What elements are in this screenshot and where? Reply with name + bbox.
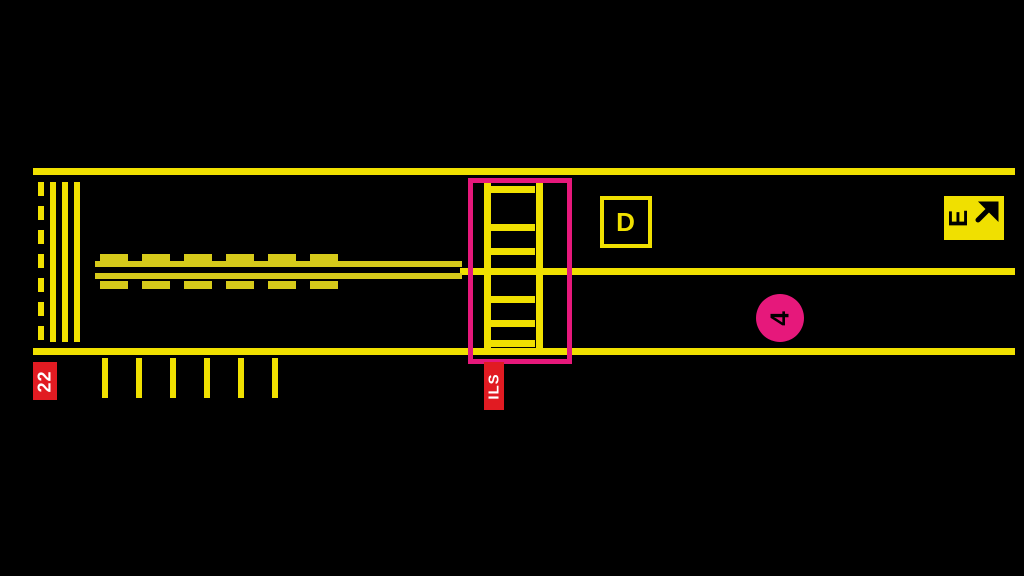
enhanced-centerline-dash-bot [310, 281, 338, 289]
sign-taxiway-d-label: D [616, 207, 636, 238]
hold-short-dash [38, 254, 44, 268]
ils-highlight-box [468, 178, 572, 364]
sign-ils: ILS [484, 362, 504, 410]
enhanced-centerline-dash-top [184, 254, 212, 262]
enhanced-centerline-dash-bot [184, 281, 212, 289]
hold-short-dash [38, 182, 44, 196]
arrow-ne-icon [972, 196, 1002, 226]
sign-taxiway-d: D [600, 196, 652, 248]
hold-short-solid-2 [62, 182, 68, 342]
hold-short-solid-3 [74, 182, 80, 342]
sign-taxiway-e-label: E [943, 209, 974, 226]
centerline-pair-bot [95, 273, 462, 279]
hotspot-4-label: 4 [765, 311, 796, 325]
threshold-tick [238, 358, 244, 398]
enhanced-centerline-dash-top [310, 254, 338, 262]
enhanced-centerline-dash-top [268, 254, 296, 262]
enhanced-centerline-dash-bot [100, 281, 128, 289]
enhanced-centerline-dash-bot [226, 281, 254, 289]
sign-ils-label: ILS [486, 373, 503, 399]
enhanced-centerline-dash-top [142, 254, 170, 262]
hotspot-4: 4 [756, 294, 804, 342]
hold-short-dash [38, 326, 44, 340]
sign-runway-22: 22 [33, 362, 57, 400]
enhanced-centerline-dash-bot [142, 281, 170, 289]
hold-short-dash [38, 302, 44, 316]
runway-edge-top [33, 168, 1015, 175]
hold-short-solid-1 [50, 182, 56, 342]
threshold-tick [204, 358, 210, 398]
threshold-tick [102, 358, 108, 398]
enhanced-centerline-dash-top [100, 254, 128, 262]
hold-short-dash [38, 206, 44, 220]
sign-runway-22-label: 22 [35, 370, 56, 392]
threshold-tick [170, 358, 176, 398]
sign-taxiway-e: E [944, 196, 1004, 240]
hold-short-dash [38, 278, 44, 292]
threshold-tick [136, 358, 142, 398]
enhanced-centerline-dash-bot [268, 281, 296, 289]
hold-short-dash [38, 230, 44, 244]
threshold-tick [272, 358, 278, 398]
enhanced-centerline-dash-top [226, 254, 254, 262]
